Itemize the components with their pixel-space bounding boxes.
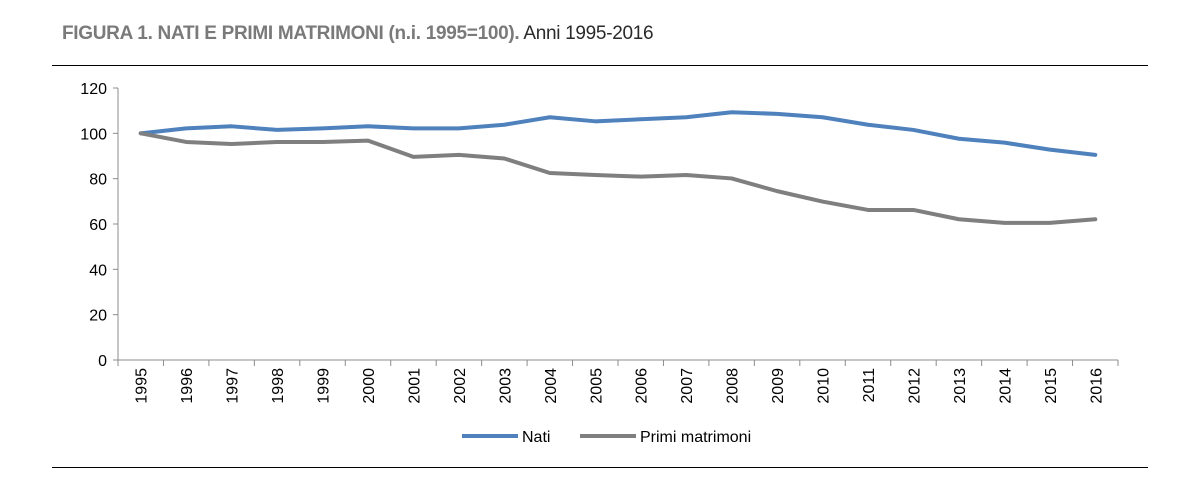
data-point-nati	[1048, 148, 1052, 152]
figure-title: FIGURA 1. NATI E PRIMI MATRIMONI (n.i. 1…	[62, 20, 654, 48]
data-point-primi-matrimoni	[548, 171, 552, 175]
data-point-nati	[593, 119, 597, 123]
chart-legend: Nati Primi matrimoni	[462, 429, 751, 446]
x-tick-label: 1998	[270, 368, 287, 404]
data-point-nati	[502, 123, 506, 127]
x-tick-label: 1996	[179, 368, 196, 404]
data-point-nati	[821, 115, 825, 119]
x-tick-label: 1995	[134, 368, 151, 404]
data-point-nati	[184, 126, 188, 130]
y-tick-label: 80	[89, 172, 107, 189]
y-tick-label: 100	[80, 126, 107, 143]
y-tick-label: 0	[98, 353, 107, 370]
data-point-primi-matrimoni	[457, 153, 461, 157]
data-point-primi-matrimoni	[639, 175, 643, 179]
x-tick-label: 2016	[1088, 368, 1105, 404]
data-point-primi-matrimoni	[821, 200, 825, 204]
data-point-primi-matrimoni	[684, 173, 688, 177]
data-point-primi-matrimoni	[866, 208, 870, 212]
data-point-primi-matrimoni	[1048, 221, 1052, 225]
data-point-primi-matrimoni	[730, 176, 734, 180]
x-tick-label: 2011	[861, 368, 878, 403]
x-tick-label: 2004	[543, 368, 560, 404]
data-point-primi-matrimoni	[366, 139, 370, 143]
data-point-nati	[684, 115, 688, 119]
y-tick-label: 60	[89, 217, 107, 234]
data-point-primi-matrimoni	[1093, 217, 1097, 221]
series-line-nati	[138, 110, 1098, 157]
data-point-nati	[230, 124, 234, 128]
legend-label-primi-matrimoni: Primi matrimoni	[640, 429, 751, 446]
data-point-nati	[639, 117, 643, 121]
data-point-primi-matrimoni	[775, 189, 779, 193]
data-point-primi-matrimoni	[321, 140, 325, 144]
data-point-nati	[1093, 153, 1097, 157]
y-tick-label: 120	[80, 81, 107, 98]
series-line-primi-matrimoni	[138, 131, 1098, 225]
x-tick-label: 2002	[452, 368, 469, 404]
x-tick-label: 2012	[906, 368, 923, 404]
x-tick-label: 2013	[952, 368, 969, 404]
data-point-nati	[911, 128, 915, 132]
chart-series	[138, 110, 1098, 225]
data-point-nati	[457, 126, 461, 130]
data-point-nati	[730, 110, 734, 114]
x-tick-label: 2001	[406, 368, 423, 404]
data-point-nati	[411, 126, 415, 130]
data-point-nati	[366, 124, 370, 128]
chart-axes: 0 20 40 60 80 100 120 1995 1996 1997 1998 1999 2000 2…	[80, 81, 1119, 404]
figure-title-period: Anni 1995-2016	[523, 23, 654, 44]
x-tick-label: 2010	[816, 368, 833, 404]
y-tick-label: 20	[89, 308, 107, 325]
top-rule	[52, 65, 1148, 66]
x-tick-label: 1997	[225, 368, 242, 404]
y-tick-label: 40	[89, 262, 107, 279]
figure-title-main: FIGURA 1. NATI E PRIMI MATRIMONI (n.i. 1…	[62, 23, 520, 44]
x-tick-label: 2009	[770, 368, 787, 404]
data-point-primi-matrimoni	[502, 156, 506, 160]
x-tick-label: 2015	[1043, 368, 1060, 404]
data-point-primi-matrimoni	[411, 155, 415, 159]
data-point-primi-matrimoni	[184, 140, 188, 144]
data-point-primi-matrimoni	[593, 173, 597, 177]
x-tick-label: 2014	[997, 368, 1014, 404]
x-tick-label: 1999	[316, 368, 333, 404]
data-point-primi-matrimoni	[957, 217, 961, 221]
x-tick-label: 2005	[588, 368, 605, 404]
legend-label-nati: Nati	[522, 429, 550, 446]
data-point-primi-matrimoni	[911, 208, 915, 212]
data-point-nati	[548, 115, 552, 119]
data-point-primi-matrimoni	[139, 131, 143, 135]
data-point-primi-matrimoni	[230, 142, 234, 146]
data-point-nati	[1002, 141, 1006, 145]
x-tick-label: 2003	[497, 368, 514, 404]
x-tick-label: 2000	[361, 368, 378, 404]
x-tick-label: 2008	[725, 368, 742, 404]
data-point-nati	[775, 112, 779, 116]
x-tick-label: 2007	[679, 368, 696, 404]
data-point-nati	[275, 128, 279, 132]
data-point-nati	[957, 137, 961, 141]
data-point-nati	[866, 123, 870, 127]
bottom-rule	[52, 467, 1148, 468]
data-point-primi-matrimoni	[1002, 221, 1006, 225]
x-tick-label: 2006	[634, 368, 651, 404]
data-point-primi-matrimoni	[275, 140, 279, 144]
data-point-nati	[321, 126, 325, 130]
